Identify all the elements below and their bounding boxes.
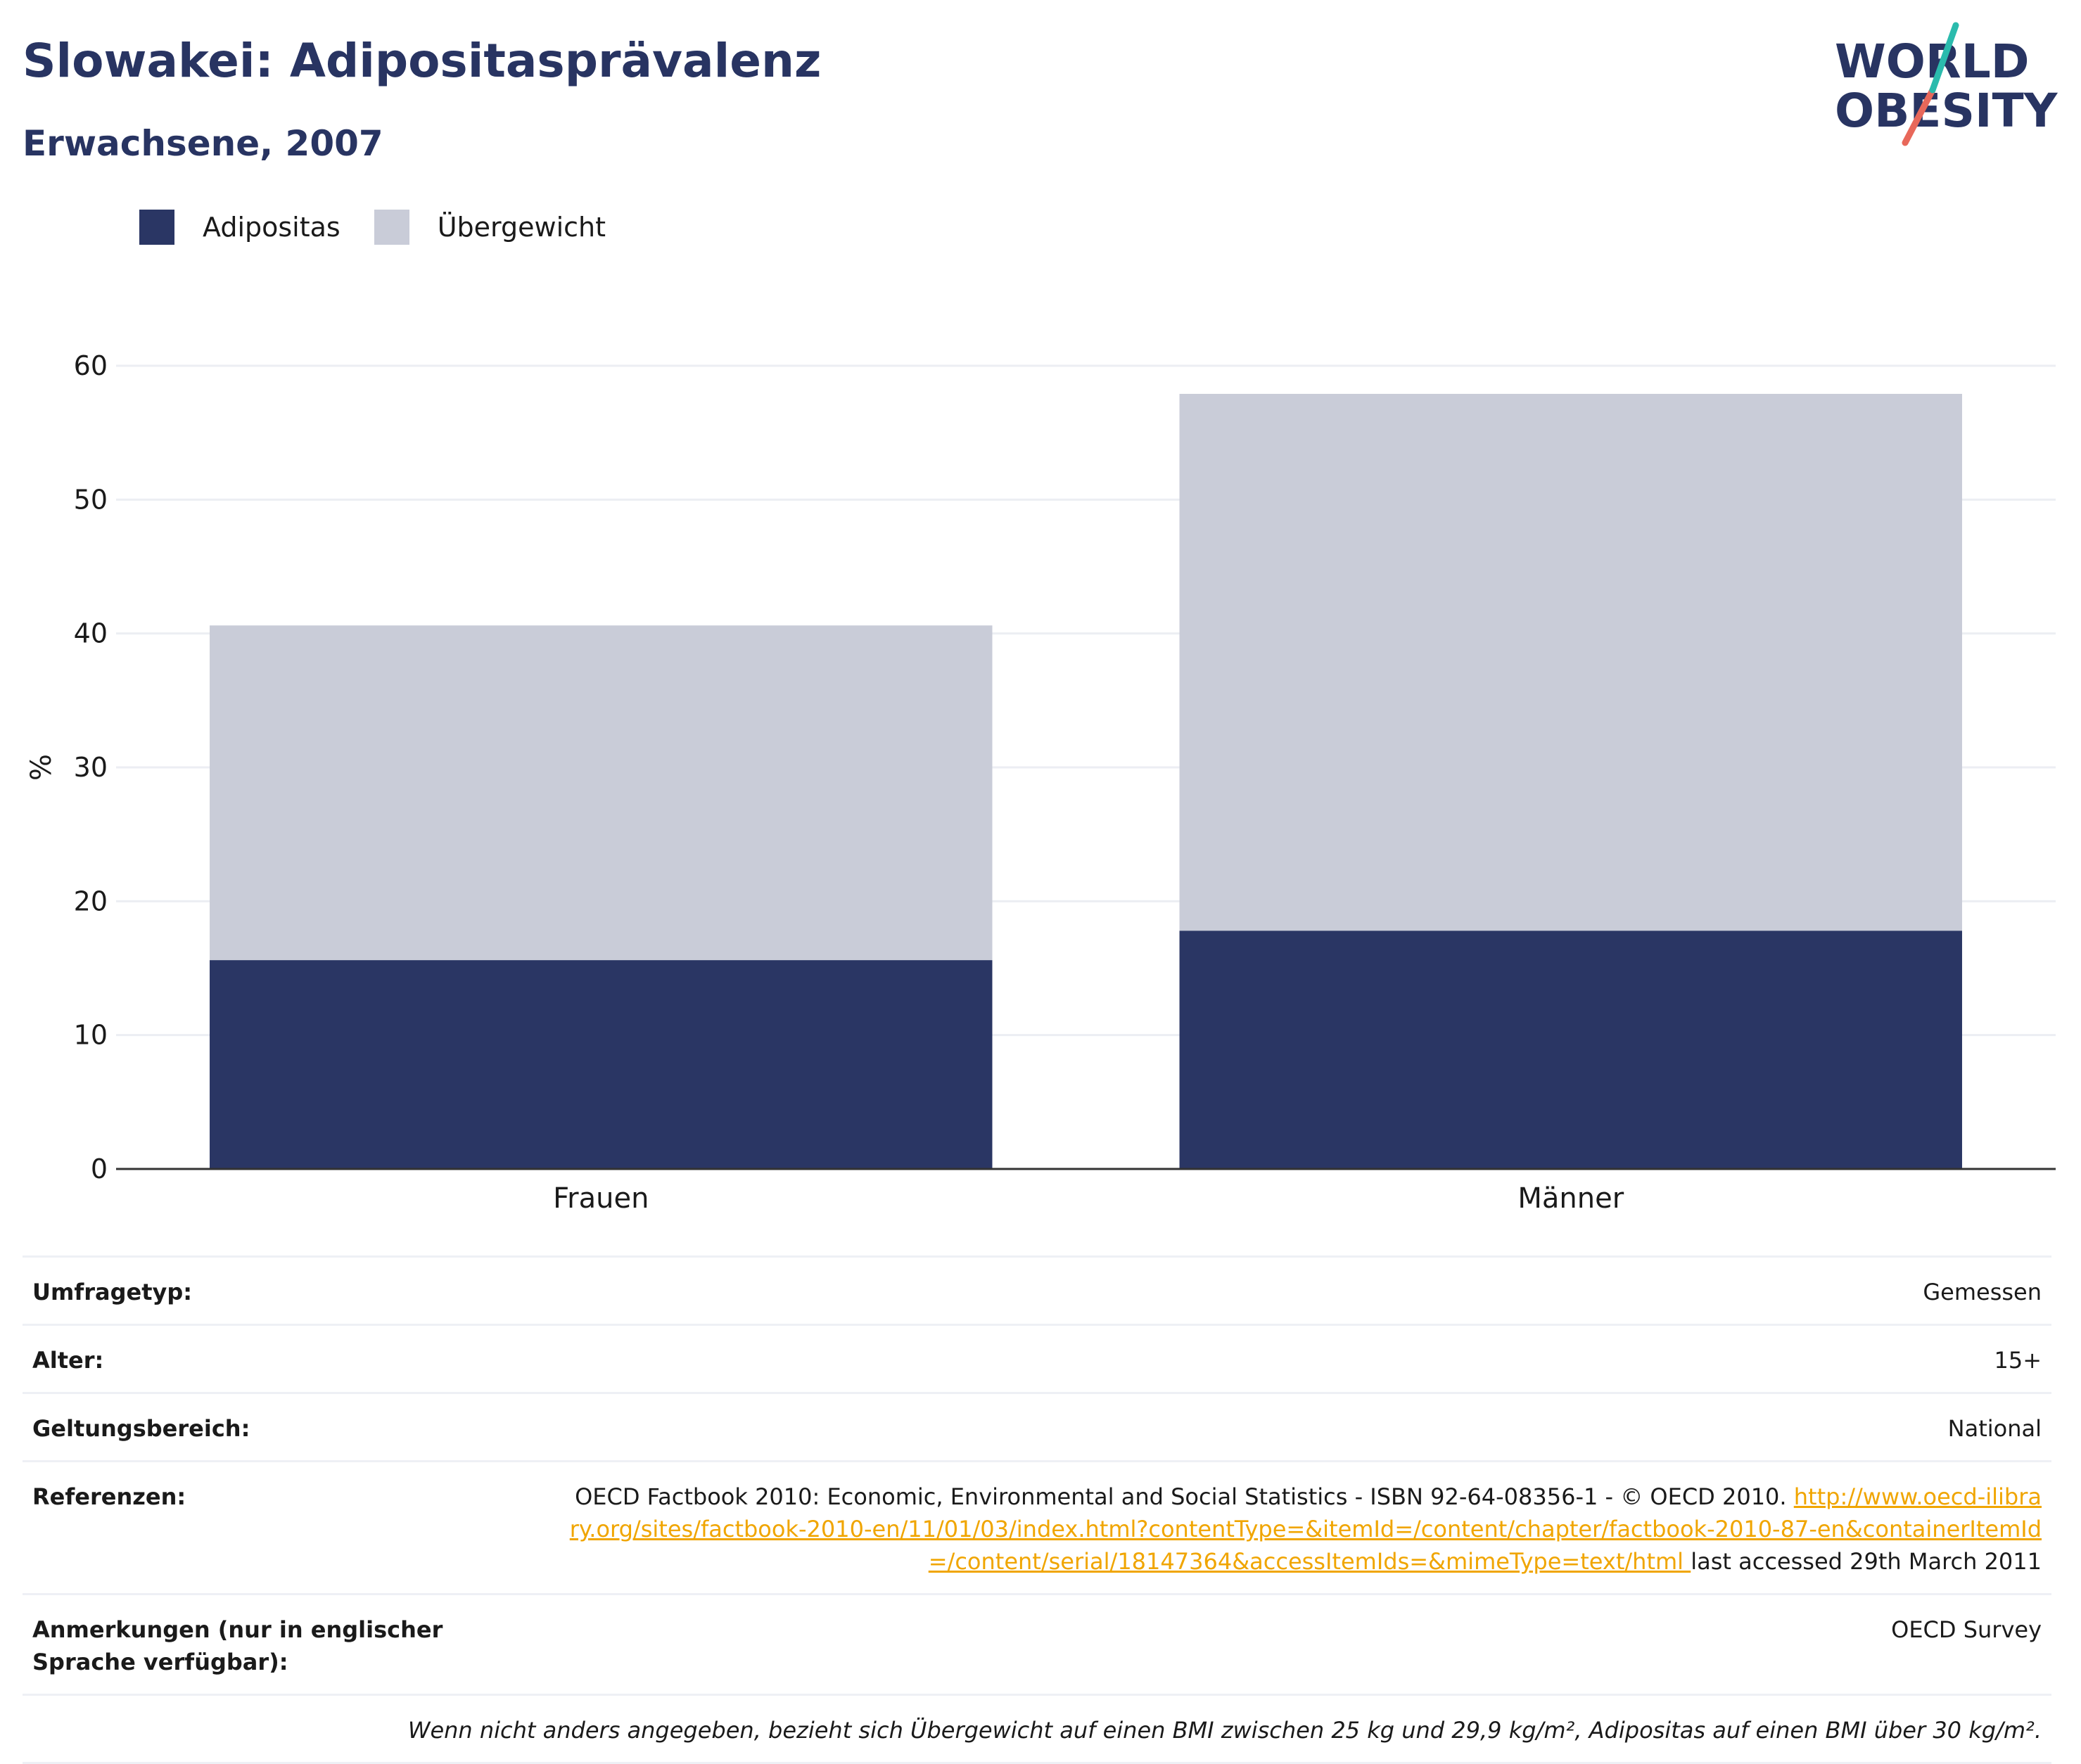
meta-key: Umfragetyp: — [32, 1279, 193, 1305]
legend-swatch-adipositas — [139, 210, 174, 245]
chart-legend: Adipositas Übergewicht — [139, 210, 639, 245]
meta-key: Alter: — [32, 1347, 104, 1374]
legend-swatch-uebergewicht — [374, 210, 409, 245]
meta-key: Referenzen: — [32, 1483, 186, 1510]
meta-value: OECD Factbook 2010: Economic, Environmen… — [539, 1481, 2042, 1578]
meta-row-notes: Anmerkungen (nur in englischer Sprache v… — [23, 1593, 2051, 1694]
page-subtitle: Erwachsene, 2007 — [23, 123, 383, 164]
metadata-table: Umfragetyp: Gemessen Alter: 15+ Geltungs… — [23, 1255, 2051, 1764]
reference-text: OECD Factbook 2010: Economic, Environmen… — [575, 1483, 1794, 1510]
legend-item-adipositas[interactable]: Adipositas — [139, 210, 341, 245]
y-tick-label: 50 — [74, 484, 108, 515]
y-tick-label: 60 — [74, 350, 108, 381]
y-tick-label: 30 — [74, 752, 108, 783]
page-title: Slowakei: Adipositasprävalenz — [23, 34, 822, 88]
meta-value: 15+ — [1994, 1347, 2042, 1374]
bar-adipositas — [210, 960, 993, 1169]
meta-value: Gemessen — [1923, 1279, 2042, 1305]
meta-value: OECD Survey — [1891, 1616, 2042, 1643]
legend-label-adipositas: Adipositas — [203, 212, 341, 243]
x-tick-label: Frauen — [553, 1182, 649, 1215]
bar-adipositas — [1179, 931, 1962, 1169]
bar-uebergewicht — [1179, 393, 1962, 931]
legend-label-uebergewicht: Übergewicht — [437, 212, 606, 243]
legend-item-uebergewicht[interactable]: Übergewicht — [374, 210, 606, 245]
meta-key: Geltungsbereich: — [32, 1415, 250, 1442]
world-obesity-logo: WORLD OBESITY — [1835, 22, 2058, 146]
footnote: Wenn nicht anders angegeben, bezieht sic… — [23, 1694, 2051, 1764]
reference-link[interactable]: http://www.oecd-ilibrary.org/sites/factb… — [569, 1483, 2042, 1575]
meta-row-age: Alter: 15+ — [23, 1324, 2051, 1392]
meta-row-survey-type: Umfragetyp: Gemessen — [23, 1255, 2051, 1324]
logo-line1: WORLD — [1835, 34, 2030, 89]
y-tick-label: 20 — [74, 886, 108, 916]
meta-value: National — [1947, 1415, 2042, 1442]
logo-line2: OBESITY — [1835, 84, 2058, 138]
y-tick-label: 10 — [74, 1020, 108, 1051]
y-tick-label: 0 — [91, 1153, 108, 1184]
meta-key: Anmerkungen (nur in englischer Sprache v… — [32, 1616, 443, 1675]
meta-row-scope: Geltungsbereich: National — [23, 1392, 2051, 1460]
reference-suffix: last accessed 29th March 2011 — [1691, 1548, 2042, 1575]
y-axis-label: % — [25, 754, 58, 781]
meta-row-references: Referenzen: OECD Factbook 2010: Economic… — [23, 1460, 2051, 1593]
stacked-bar-chart: 0 10 20 30 40 50 60% Frauen Männer — [25, 350, 2056, 1215]
x-tick-label: Männer — [1517, 1182, 1624, 1215]
y-tick-label: 40 — [74, 618, 108, 649]
bar-uebergewicht — [210, 625, 993, 961]
